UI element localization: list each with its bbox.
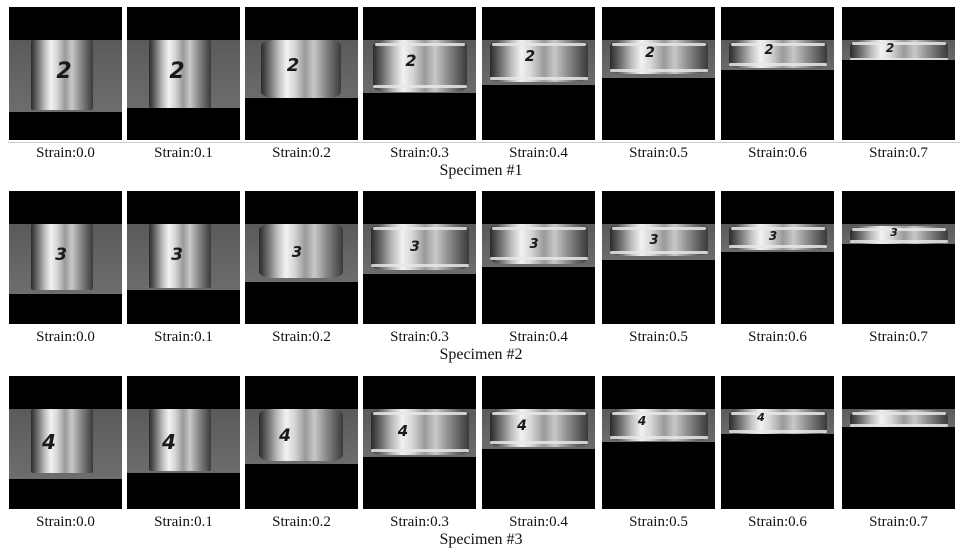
strain-caption: Strain:0.2 — [272, 514, 331, 530]
specimen-mark: 3 — [55, 245, 67, 265]
specimen-mark: 3 — [529, 237, 539, 252]
strain-caption: Strain:0.7 — [869, 514, 928, 530]
specimen-mark: 3 — [768, 229, 778, 243]
strain-caption: Strain:0.0 — [36, 514, 95, 530]
compression-frame: 4 — [721, 376, 834, 509]
compression-frame: 4 — [482, 376, 595, 509]
compression-frame: 3 — [245, 191, 358, 324]
strain-caption: Strain:0.4 — [509, 145, 568, 161]
compression-frame: 3 — [363, 191, 476, 324]
specimen-mark: 4 — [162, 430, 176, 454]
strain-caption: Strain:0.2 — [272, 145, 331, 161]
specimen-mark: 2 — [524, 47, 536, 65]
compression-frame: 2 — [602, 7, 715, 140]
specimen-mark: 3 — [171, 245, 183, 265]
compression-frame: 2 — [842, 7, 955, 140]
specimen-mark: 4 — [517, 418, 527, 434]
strain-caption: Strain:0.3 — [390, 329, 449, 345]
strain-caption: Strain:0.5 — [629, 145, 688, 161]
specimen-mark: 4 — [757, 411, 765, 424]
strain-caption: Strain:0.0 — [36, 329, 95, 345]
frame-strip: 4 4 4 4 4 4 4 — [0, 376, 962, 512]
compression-frame: 4 — [9, 376, 122, 509]
frame-strip: 3 3 3 3 3 3 3 3 — [0, 191, 962, 327]
caption-divider — [8, 142, 960, 143]
specimen-mark: 2 — [169, 59, 185, 84]
compression-frame: 3 — [127, 191, 240, 324]
specimen-title: Specimen #3 — [439, 531, 523, 548]
specimen-title: Specimen #1 — [439, 162, 523, 179]
compression-frame: 3 — [842, 191, 955, 324]
compression-frame: 4 — [602, 376, 715, 509]
strain-caption: Strain:0.4 — [509, 329, 568, 345]
strain-caption: Strain:0.7 — [869, 145, 928, 161]
strain-caption: Strain:0.1 — [154, 145, 213, 161]
compression-frame: 4 — [363, 376, 476, 509]
strain-caption: Strain:0.0 — [36, 145, 95, 161]
specimen-mark: 2 — [56, 59, 72, 84]
strain-caption: Strain:0.2 — [272, 329, 331, 345]
strain-caption: Strain:0.7 — [869, 329, 928, 345]
strain-caption: Strain:0.3 — [390, 145, 449, 161]
strain-caption: Strain:0.1 — [154, 329, 213, 345]
specimen-mark: 3 — [291, 243, 303, 261]
compression-frame — [842, 376, 955, 509]
specimen-title: Specimen #2 — [439, 346, 523, 363]
specimen-mark: 4 — [279, 426, 291, 446]
compression-frame: 2 — [9, 7, 122, 140]
compression-frame: 3 — [602, 191, 715, 324]
strain-caption: Strain:0.6 — [748, 329, 807, 345]
strain-caption: Strain:0.6 — [748, 145, 807, 161]
strain-caption: Strain:0.6 — [748, 514, 807, 530]
frame-strip: 2 2 2 2 2 2 2 2 — [0, 7, 962, 143]
compression-frame: 2 — [482, 7, 595, 140]
compression-frame: 2 — [245, 7, 358, 140]
compression-frame: 3 — [482, 191, 595, 324]
specimen-mark: 4 — [637, 414, 647, 428]
compression-frame: 2 — [127, 7, 240, 140]
specimen-mark: 2 — [405, 51, 417, 70]
specimen-mark: 3 — [649, 233, 659, 248]
compression-frame: 2 — [363, 7, 476, 140]
specimen-mark: 2 — [885, 41, 895, 55]
specimen-mark: 3 — [890, 226, 898, 239]
compression-frame: 2 — [721, 7, 834, 140]
strain-caption: Strain:0.5 — [629, 514, 688, 530]
specimen-mark: 2 — [764, 43, 774, 58]
compression-frame: 3 — [721, 191, 834, 324]
compression-frame: 4 — [245, 376, 358, 509]
specimen-mark: 2 — [645, 45, 655, 61]
specimen-mark: 4 — [397, 422, 409, 440]
strain-caption: Strain:0.1 — [154, 514, 213, 530]
strain-caption: Strain:0.4 — [509, 514, 568, 530]
specimen-mark: 4 — [42, 430, 56, 454]
strain-caption: Strain:0.5 — [629, 329, 688, 345]
compression-frame: 4 — [127, 376, 240, 509]
compression-frame: 3 — [9, 191, 122, 324]
strain-caption: Strain:0.3 — [390, 514, 449, 530]
specimen-mark: 2 — [286, 55, 300, 76]
specimen-mark: 3 — [410, 239, 420, 255]
